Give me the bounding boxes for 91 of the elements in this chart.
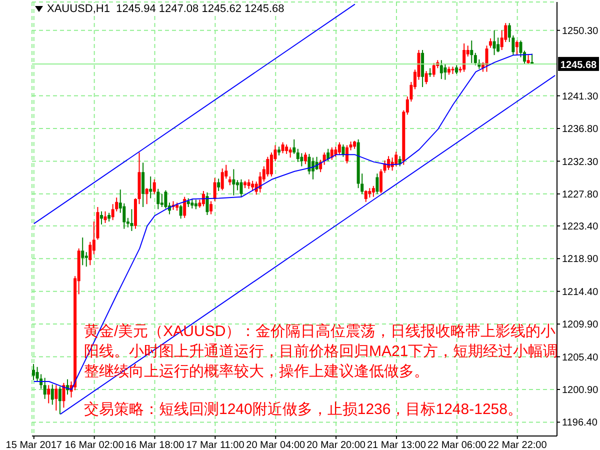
candlestick [152, 178, 156, 194]
candlestick [179, 204, 182, 220]
candlestick [345, 144, 348, 164]
candlestick [304, 152, 307, 165]
candlestick [526, 54, 530, 66]
candlestick [515, 40, 518, 56]
candlestick [58, 386, 62, 415]
candlestick [210, 200, 213, 215]
candlestick [213, 177, 216, 202]
candlestick [88, 241, 92, 266]
candlestick [519, 40, 522, 58]
ref-line-label: 1245.68 [560, 60, 598, 71]
y-tick-label: 1223.40 [562, 221, 599, 232]
candlestick [217, 178, 220, 192]
candlestick [130, 208, 134, 232]
candlestick [183, 196, 186, 218]
candlestick [364, 190, 368, 202]
y-tick-label: 1250.30 [562, 26, 599, 37]
annotation: 交易策略：短线回测1240附近做多，止损1236，目标1248-1258。 [84, 400, 524, 420]
candlestick [300, 152, 304, 167]
candlestick [220, 168, 224, 191]
candlestick [81, 237, 84, 266]
x-tick-label: 17 Mar 11:00 [186, 440, 245, 450]
candlestick [104, 210, 107, 224]
candlestick [142, 162, 145, 208]
y-tick-label: 1241.30 [562, 91, 599, 102]
candlestick [462, 42, 466, 72]
candlestick [100, 210, 103, 225]
candlestick [206, 192, 209, 216]
candlestick [54, 384, 58, 412]
y-tick-label: 1214.40 [562, 286, 599, 298]
chart-title: XAUUSD,H1 1245.94 1247.08 1245.62 1245.68 [47, 3, 284, 15]
candlestick [164, 190, 168, 209]
x-tick-label: 21 Mar 13:00 [367, 440, 426, 450]
candlestick [421, 49, 424, 88]
y-tick-label: 1236.80 [562, 124, 599, 136]
candlestick [379, 168, 382, 194]
candlestick [489, 38, 492, 48]
y-tick-label: 1196.40 [562, 418, 598, 429]
candlestick [292, 138, 296, 154]
x-tick-label: 22 Mar 06:00 [427, 440, 487, 450]
candlestick [474, 52, 477, 66]
candlestick [145, 188, 148, 205]
candlestick [240, 178, 243, 198]
candlestick [232, 168, 236, 196]
x-tick-label: 20 Mar 04:00 [246, 440, 306, 450]
y-tick-label: 1200.90 [562, 385, 599, 396]
candlestick [84, 252, 88, 268]
candlestick [288, 146, 292, 158]
candlestick [251, 180, 254, 192]
candlestick [338, 142, 341, 156]
candlestick [394, 151, 398, 167]
x-tick-label: 15 Mar 2017 [6, 440, 62, 450]
candlestick [492, 30, 496, 56]
candlestick [376, 173, 379, 194]
candlestick [470, 40, 474, 64]
candlestick [47, 384, 50, 404]
y-tick-label: 1227.80 [562, 189, 599, 200]
candlestick [440, 60, 443, 80]
candlestick [190, 198, 194, 209]
candlestick [372, 185, 375, 198]
candlestick [156, 188, 160, 210]
x-tick-label: 20 Mar 20:00 [306, 440, 366, 450]
candlestick [368, 188, 372, 198]
candlestick [43, 377, 46, 400]
candlestick [296, 148, 300, 162]
candlestick [32, 364, 35, 381]
candlestick [50, 384, 54, 406]
y-tick-label: 1218.90 [562, 254, 599, 266]
candlestick [62, 382, 66, 408]
candlestick [258, 172, 262, 193]
candlestick [308, 153, 311, 175]
candlestick [485, 45, 488, 72]
candlestick [194, 199, 198, 210]
candlestick [285, 144, 288, 154]
candlestick [160, 193, 164, 208]
candlestick [334, 146, 338, 158]
x-tick-label: 16 Mar 02:00 [64, 440, 124, 450]
candlestick [342, 144, 345, 158]
candlestick [424, 70, 428, 85]
x-tick-label: 22 Mar 22:00 [488, 440, 548, 450]
y-tick-label: 1205.40 [562, 352, 599, 364]
candlestick [326, 148, 330, 162]
y-tick-label: 1232.30 [562, 156, 599, 168]
candlestick [432, 62, 436, 78]
candlestick [281, 142, 284, 154]
x-tick-label: 16 Mar 18:00 [125, 440, 185, 450]
candlestick [247, 178, 250, 190]
y-tick-label: 1209.90 [562, 320, 599, 331]
candlestick [311, 157, 314, 180]
candlestick [444, 63, 447, 80]
